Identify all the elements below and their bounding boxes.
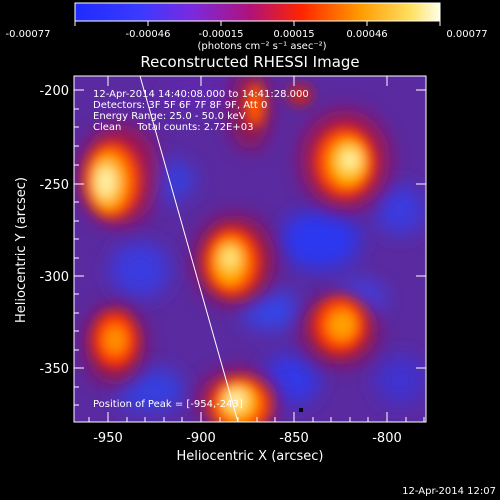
colorbar: -0.00077 -0.00046 -0.00015 0.00015 0.000… [6,2,488,52]
solar-limb-line [139,76,239,422]
y-tick-label: -350 [39,362,69,377]
plot-frame [73,75,427,423]
colorbar-tick-label: -0.00046 [126,29,171,40]
colorbar-gradient [74,2,441,22]
time-range-text: 12-Apr-2014 14:40:08.000 to 14:41:28.000 [93,89,309,100]
observation-info: 12-Apr-2014 14:40:08.000 to 14:41:28.000… [93,89,309,410]
x-axis-label: Heliocentric X (arcsec) [177,449,324,464]
x-tick-label: -800 [372,431,402,446]
plot-timestamp: 12-Apr-2014 12:07 [402,486,496,497]
rhessi-image [74,76,426,422]
plot-title: Reconstructed RHESSI Image [140,53,359,71]
x-tick-label: -950 [93,431,123,446]
y-axis-label: Heliocentric Y (arcsec) [14,177,29,323]
x-tick-label: -900 [186,431,216,446]
y-tick-label: -200 [39,84,69,99]
colorbar-ticks [74,21,441,26]
clean-counts-text: Clean Total counts: 2.72E+03 [93,122,253,133]
colorbar-unit-label: (photons cm⁻² s⁻¹ asec⁻²) [197,41,326,52]
y-tick-label: -250 [39,178,69,193]
peak-marker [299,408,303,412]
energy-range-text: Energy Range: 25.0 - 50.0 keV [93,111,246,122]
detectors-text: Detectors: 3F 5F 6F 7F 8F 9F, Att 0 [93,100,267,111]
colorbar-tick-label: -0.00077 [6,29,51,40]
hard-xray-sources [84,83,375,422]
colorbar-tick-label: 0.00046 [346,29,387,40]
y-tick-label: -300 [39,270,69,285]
axis-ticks [74,76,426,422]
peak-position-text: Position of Peak = [-954,-243] [93,399,243,410]
x-tick-label: -850 [279,431,309,446]
colorbar-tick-label: -0.00015 [199,29,244,40]
colorbar-tick-label: 0.00015 [273,29,314,40]
colorbar-tick-label: 0.00077 [446,29,487,40]
